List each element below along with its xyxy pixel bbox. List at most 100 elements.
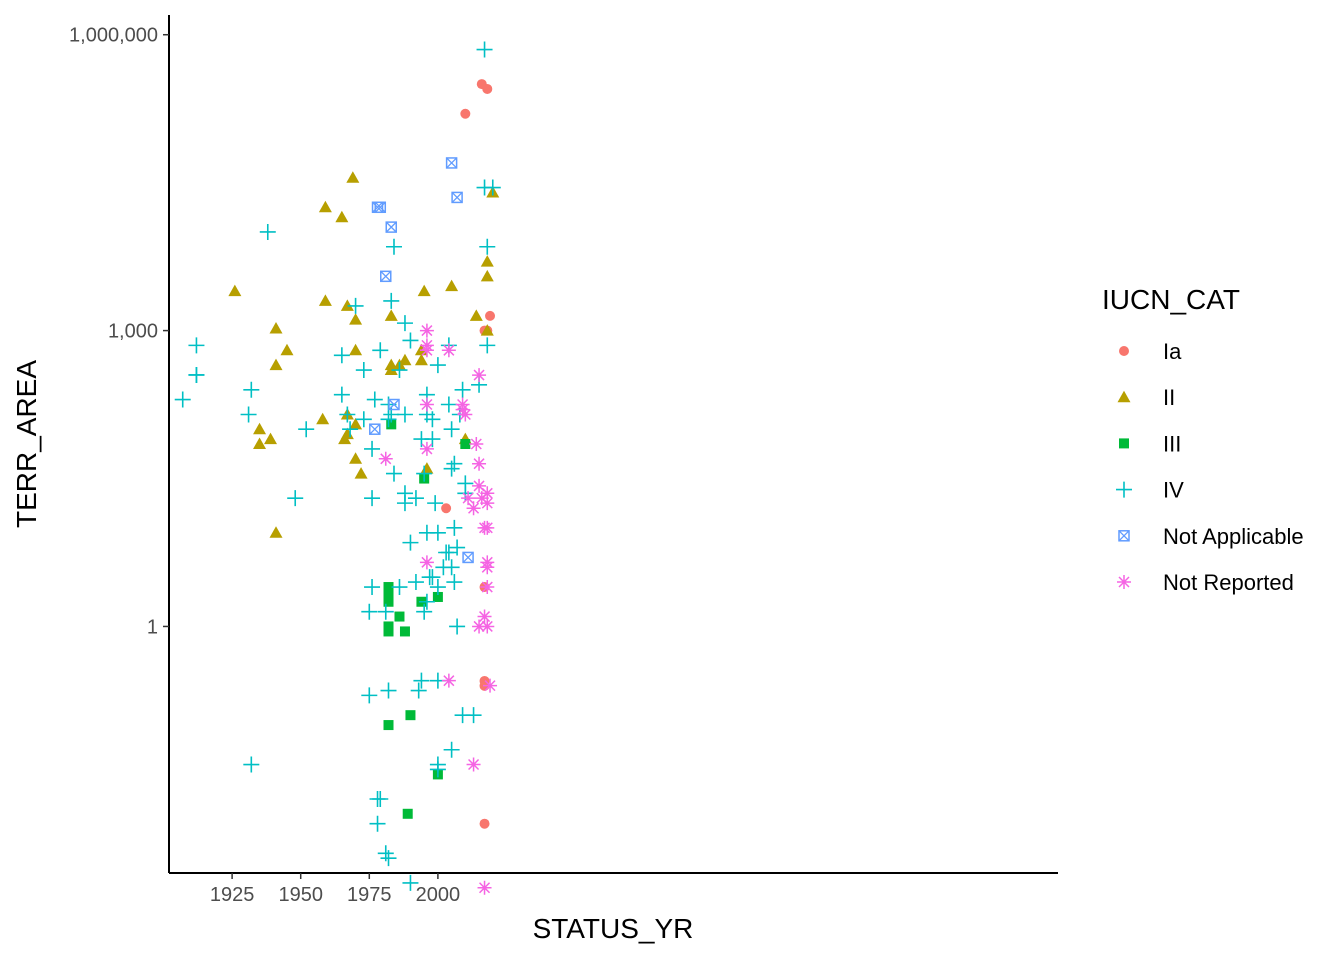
data-point [482, 83, 493, 94]
data-point [402, 808, 413, 819]
data-point [259, 223, 276, 240]
data-point [243, 756, 260, 773]
legend-key [1119, 438, 1129, 449]
data-point [349, 417, 363, 430]
data-point [269, 526, 283, 538]
data-point [445, 157, 458, 169]
data-point [383, 582, 394, 593]
data-point [480, 255, 494, 267]
data-point [443, 421, 460, 438]
data-point [243, 381, 260, 398]
data-point [280, 343, 294, 356]
data-point [402, 534, 419, 551]
data-point [364, 440, 381, 457]
data-point [385, 238, 402, 255]
data-point [427, 495, 444, 512]
data-point [480, 324, 494, 336]
data-point [253, 437, 267, 449]
y-tick-label: 1,000,000 [69, 25, 158, 47]
data-point [228, 284, 242, 297]
y-tick-label: 1,000 [108, 321, 158, 343]
data-point [419, 343, 434, 358]
data-point [480, 619, 495, 634]
data-point [477, 609, 492, 624]
data-point [469, 309, 483, 321]
data-point [335, 210, 349, 223]
data-point [479, 238, 496, 255]
data-point [469, 436, 484, 451]
data-point [461, 491, 476, 506]
data-point [466, 757, 481, 772]
data-point [418, 593, 435, 610]
data-point [369, 423, 381, 435]
x-axis-title: STATUS_YR [533, 913, 694, 944]
data-point [174, 391, 191, 408]
data-point [485, 310, 496, 321]
legend-key [1118, 530, 1130, 542]
legend-label: IV [1163, 478, 1184, 503]
data-point [383, 292, 400, 309]
data-point [420, 462, 434, 474]
data-point [424, 569, 441, 586]
x-axis-ticks: 1925 1950 1975 2000 [210, 873, 460, 906]
data-point [342, 421, 359, 438]
data-point [416, 465, 433, 482]
legend-item: IV [1116, 478, 1184, 503]
data-point [361, 603, 378, 620]
data-point [369, 815, 386, 832]
data-point [446, 574, 463, 591]
y-axis-ticks: 1 1,000 1,000,000 [69, 25, 169, 638]
data-point [380, 270, 392, 283]
data-point [480, 560, 495, 575]
data-point [402, 332, 419, 349]
data-point [333, 386, 350, 403]
data-point [432, 591, 443, 602]
data-point [372, 790, 389, 807]
data-point [419, 323, 434, 338]
data-point [240, 406, 257, 423]
data-point [377, 603, 394, 620]
data-point [451, 191, 463, 204]
data-point [465, 707, 482, 724]
data-point [460, 438, 471, 449]
data-point [429, 524, 446, 541]
legend-key [1117, 390, 1131, 403]
data-point [396, 495, 413, 512]
legend-key [1117, 575, 1131, 589]
x-tick-label: 2000 [416, 884, 461, 906]
data-point [384, 309, 398, 321]
data-point [466, 501, 481, 516]
legend-label: Not Reported [1163, 570, 1294, 595]
data-point [355, 362, 372, 379]
data-point [454, 381, 471, 398]
data-point [419, 555, 434, 570]
data-point [416, 603, 433, 620]
data-point [479, 818, 490, 829]
data-point [355, 411, 372, 428]
data-point [349, 313, 363, 325]
data-point [316, 412, 330, 425]
data-point [410, 682, 427, 699]
legend-label: II [1163, 385, 1175, 410]
data-point [378, 451, 393, 466]
data-point [188, 337, 205, 354]
legend-item: II [1117, 385, 1175, 410]
data-point [318, 200, 332, 213]
data-point [287, 490, 304, 507]
data-point [346, 171, 360, 183]
y-tick-label: 1 [147, 616, 158, 638]
data-point [417, 284, 431, 297]
data-point [388, 398, 400, 411]
data-point [188, 366, 205, 383]
data-point [398, 353, 412, 366]
data-point [472, 456, 487, 471]
data-point [269, 358, 283, 371]
data-point [472, 368, 487, 383]
data-point [479, 337, 496, 354]
data-point [383, 626, 394, 637]
data-point [429, 579, 446, 596]
data-point [480, 269, 494, 282]
data-point [385, 465, 402, 482]
data-point [374, 201, 387, 214]
